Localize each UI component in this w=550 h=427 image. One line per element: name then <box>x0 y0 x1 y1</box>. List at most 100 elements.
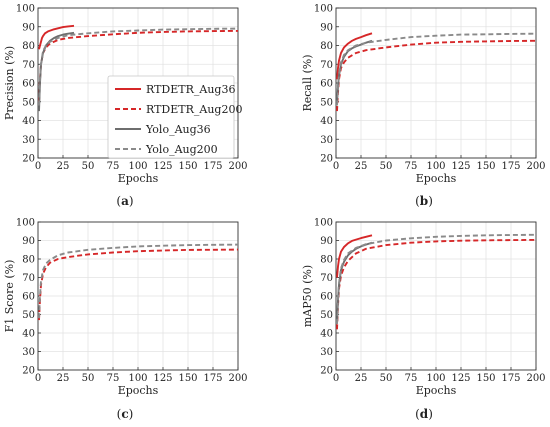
panel-a: 0 25 50 75 100 125 150 175 200 20 30 40 50 60 70 80 90 10… <box>3 4 248 209</box>
y-axis-title: Recall (%) <box>301 54 314 111</box>
x-tick-label: 25 <box>355 161 368 172</box>
y-tick-label: 40 <box>320 329 333 340</box>
x-tick-label: 100 <box>128 373 147 384</box>
x-tick-label: 75 <box>107 161 120 172</box>
x-tick-label: 175 <box>203 373 222 384</box>
x-tick-label: 0 <box>333 373 339 384</box>
y-axis-title: Precision (%) <box>3 46 16 120</box>
series-line-RTDETR_Aug200 <box>38 248 239 321</box>
x-tick-label: 25 <box>57 161 70 172</box>
series-line-RTDETR_Aug36 <box>38 24 75 50</box>
panel-caption: (a) <box>116 194 133 208</box>
y-tick-label: 60 <box>320 292 333 303</box>
y-tick-label: 60 <box>320 79 333 90</box>
panel-c: 0 25 50 75 100 125 150 175 200 20 30 40 50 60 70 80 90 10… <box>3 218 248 422</box>
y-tick-label: 50 <box>320 310 333 321</box>
series-line-Yolo_Aug36 <box>336 241 373 324</box>
x-tick-label: 175 <box>501 373 520 384</box>
x-tick-label: 0 <box>333 161 339 172</box>
x-axis-title: Epochs <box>118 384 159 397</box>
y-tick-label: 50 <box>320 97 333 108</box>
y-tick-label: 90 <box>320 236 333 247</box>
x-tick-label: 200 <box>526 161 545 172</box>
y-tick-label: 40 <box>22 116 35 127</box>
y-tick-label: 70 <box>22 273 35 284</box>
series-line-RTDETR_Aug36 <box>336 32 373 80</box>
x-tick-label: 50 <box>82 373 95 384</box>
y-tick-label: 50 <box>22 310 35 321</box>
x-tick-label: 175 <box>203 161 222 172</box>
panel-b: 0 25 50 75 100 125 150 175 200 20 30 40 50 60 70 80 90 10… <box>301 4 546 209</box>
x-tick-label: 200 <box>526 373 545 384</box>
series-line-RTDETR_Aug200 <box>336 39 537 112</box>
y-tick-label: 30 <box>22 347 35 358</box>
y-tick-label: 20 <box>320 366 333 377</box>
y-tick-label: 100 <box>314 218 333 229</box>
y-tick-label: 40 <box>22 329 35 340</box>
y-axis-title: F1 Score (%) <box>3 260 16 333</box>
y-tick-label: 70 <box>320 60 333 71</box>
series-line-Yolo_Aug200 <box>336 233 537 324</box>
panel-caption: (b) <box>415 194 433 208</box>
x-tick-label: 125 <box>451 161 470 172</box>
x-tick-label: 200 <box>228 161 247 172</box>
x-tick-label: 0 <box>35 161 41 172</box>
x-tick-label: 50 <box>380 373 393 384</box>
x-tick-label: 175 <box>501 161 520 172</box>
y-tick-label: 60 <box>22 292 35 303</box>
x-tick-label: 75 <box>405 161 418 172</box>
x-tick-label: 0 <box>35 373 41 384</box>
legend-label: RTDETR_Aug200 <box>146 103 242 116</box>
series-line-Yolo_Aug200 <box>336 32 537 106</box>
y-tick-label: 90 <box>320 22 333 33</box>
y-tick-label: 30 <box>22 135 35 146</box>
y-tick-label: 40 <box>320 116 333 127</box>
x-tick-label: 75 <box>405 373 418 384</box>
panel-caption: (d) <box>415 407 433 421</box>
x-tick-label: 100 <box>426 161 445 172</box>
y-tick-label: 20 <box>320 154 333 165</box>
x-tick-label: 50 <box>82 161 95 172</box>
y-tick-label: 20 <box>22 154 35 165</box>
legend-label: Yolo_Aug200 <box>145 143 218 156</box>
x-tick-label: 150 <box>476 161 495 172</box>
x-tick-label: 25 <box>57 373 70 384</box>
x-tick-label: 150 <box>178 161 197 172</box>
y-tick-label: 70 <box>22 60 35 71</box>
y-tick-label: 100 <box>314 4 333 15</box>
y-tick-label: 80 <box>22 41 35 52</box>
x-tick-label: 200 <box>228 373 247 384</box>
legend-box <box>107 75 235 159</box>
x-tick-label: 25 <box>355 373 368 384</box>
y-tick-label: 30 <box>320 135 333 146</box>
x-tick-label: 50 <box>380 161 393 172</box>
x-axis-title: Epochs <box>118 172 159 185</box>
legend-label: Yolo_Aug36 <box>145 123 211 136</box>
y-tick-label: 70 <box>320 273 333 284</box>
y-tick-label: 30 <box>320 347 333 358</box>
y-axis-title: mAP50 (%) <box>301 265 314 327</box>
y-tick-label: 100 <box>16 218 35 229</box>
x-tick-label: 125 <box>153 373 172 384</box>
x-tick-label: 75 <box>107 373 120 384</box>
legend-label: RTDETR_Aug36 <box>146 83 235 96</box>
y-tick-label: 90 <box>22 236 35 247</box>
x-tick-label: 125 <box>153 161 172 172</box>
x-tick-label: 100 <box>128 161 147 172</box>
y-tick-label: 80 <box>320 255 333 266</box>
y-tick-label: 90 <box>22 22 35 33</box>
y-tick-label: 80 <box>320 41 333 52</box>
y-tick-label: 100 <box>16 4 35 15</box>
series-line-RTDETR_Aug200 <box>336 238 537 330</box>
panel-d: 0 25 50 75 100 125 150 175 200 20 30 40 50 60 70 80 90 10… <box>301 218 546 422</box>
y-tick-label: 20 <box>22 366 35 377</box>
x-tick-label: 100 <box>426 373 445 384</box>
x-tick-label: 150 <box>476 373 495 384</box>
series-line-Yolo_Aug36 <box>38 31 75 112</box>
panel-caption: (c) <box>117 407 134 421</box>
x-axis-title: Epochs <box>416 172 457 185</box>
x-tick-label: 150 <box>178 373 197 384</box>
y-tick-label: 60 <box>22 79 35 90</box>
y-tick-label: 50 <box>22 97 35 108</box>
